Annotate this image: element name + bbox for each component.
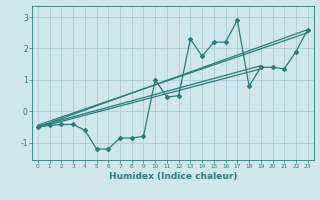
X-axis label: Humidex (Indice chaleur): Humidex (Indice chaleur)	[108, 172, 237, 181]
